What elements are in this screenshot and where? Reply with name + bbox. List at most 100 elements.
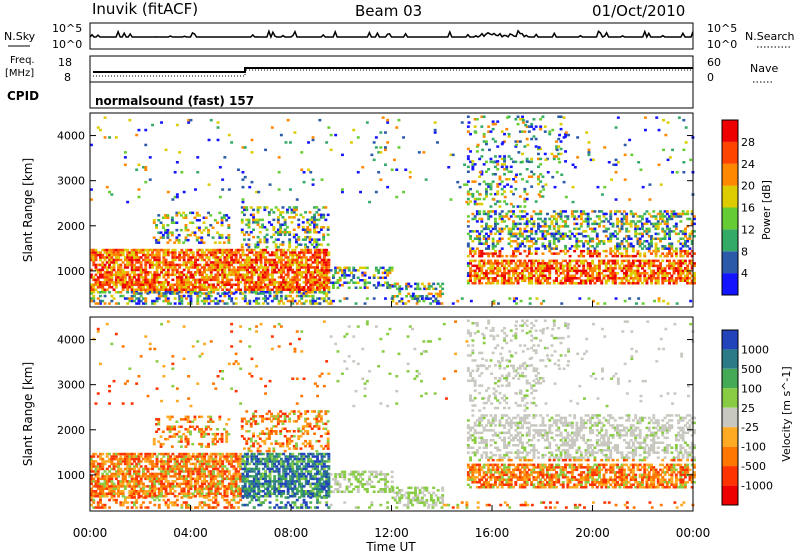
heatmap-cell [302, 286, 306, 289]
heatmap-cell [316, 278, 319, 282]
heatmap-cell [641, 185, 645, 189]
heatmap-cell [638, 274, 642, 277]
heatmap-cell [325, 263, 329, 267]
heatmap-cell [281, 223, 285, 226]
heatmap-cell [155, 462, 159, 466]
heatmap-cell [94, 256, 98, 259]
heatmap-cell [151, 485, 154, 488]
heatmap-cell [528, 297, 532, 300]
heatmap-cell [650, 237, 653, 240]
heatmap-cell [485, 242, 488, 245]
heatmap-cell [527, 267, 531, 270]
heatmap-cell [230, 268, 234, 272]
heatmap-cell [672, 264, 676, 268]
heatmap-cell [507, 242, 511, 245]
heatmap-cell [304, 245, 307, 249]
heatmap-cell [494, 155, 497, 158]
heatmap-cell [105, 281, 109, 284]
heatmap-cell [133, 266, 136, 269]
heatmap-cell [654, 227, 658, 231]
heatmap-cell [638, 242, 642, 245]
heatmap-cell [665, 217, 669, 221]
heatmap-cell [178, 263, 182, 267]
heatmap-cell [216, 281, 220, 284]
heatmap-cell [498, 200, 502, 203]
heatmap-cell [184, 226, 188, 229]
heatmap-cell [185, 253, 188, 257]
heatmap-cell [487, 125, 491, 128]
heatmap-cell [133, 455, 136, 458]
heatmap-cell [561, 259, 565, 263]
heatmap-cell [194, 292, 197, 295]
heatmap-cell [186, 233, 190, 237]
heatmap-cell [494, 259, 497, 263]
heatmap-cell [535, 297, 539, 300]
heatmap-cell [130, 283, 134, 286]
heatmap-cell [368, 200, 371, 204]
heatmap-cell [279, 288, 283, 291]
heatmap-cell [532, 274, 536, 277]
heatmap-cell [471, 259, 475, 263]
heatmap-cell [225, 281, 229, 284]
heatmap-cell [393, 282, 397, 286]
heatmap-cell [644, 116, 647, 119]
heatmap-cell [110, 495, 114, 498]
heatmap-cell [160, 485, 163, 488]
heatmap-cell [625, 264, 629, 268]
heatmap-cell [153, 452, 157, 456]
heatmap-cell [568, 259, 572, 263]
heatmap-cell [652, 259, 656, 263]
nsky-line [89, 29, 694, 40]
heatmap-cell [584, 269, 588, 273]
heatmap-cell [550, 152, 554, 156]
heatmap-cell [557, 232, 561, 236]
heatmap-cell [108, 263, 111, 267]
heatmap-cell [110, 248, 114, 252]
heatmap-cell [530, 230, 534, 233]
heatmap-cell [282, 286, 286, 289]
heatmap-cell [670, 254, 674, 258]
heatmap-cell [475, 212, 479, 216]
heatmap-cell [379, 151, 383, 154]
heatmap-cell [300, 271, 304, 274]
heatmap-cell [686, 267, 690, 270]
heatmap-cell [182, 283, 186, 286]
heatmap-cell [595, 267, 599, 270]
heatmap-cell [207, 258, 211, 262]
heatmap-cell [548, 274, 552, 277]
heatmap-cell [478, 259, 482, 263]
heatmap-cell [137, 195, 141, 199]
heatmap-cell [155, 261, 159, 264]
heatmap-cell [207, 286, 211, 289]
heatmap-cell [623, 143, 627, 147]
heatmap-cell [189, 291, 193, 294]
heatmap-cell [207, 251, 211, 254]
heatmap-cell [279, 291, 283, 294]
heatmap-cell [200, 258, 204, 262]
heatmap-cell [586, 212, 590, 216]
heatmap-cell [270, 278, 274, 282]
heatmap-cell [503, 215, 506, 218]
power-y-label: Slant Range [km] [21, 158, 35, 262]
heatmap-cell [523, 274, 527, 277]
heatmap-cell [200, 253, 204, 257]
heatmap-cell [494, 220, 497, 223]
heatmap-cell [537, 282, 540, 285]
heatmap-cell [191, 261, 195, 264]
heatmap-cell [627, 279, 631, 282]
heatmap-cell [173, 302, 177, 305]
heatmap-cell [230, 261, 234, 264]
heatmap-cell [537, 277, 540, 280]
heatmap-cell [677, 264, 681, 268]
heatmap-cell [559, 262, 563, 265]
heatmap-cell [90, 297, 93, 300]
heatmap-cell [105, 248, 109, 252]
heatmap-cell [475, 274, 479, 277]
heatmap-cell [155, 251, 159, 254]
heatmap-cell [613, 247, 617, 250]
heatmap-cell [205, 294, 209, 298]
heatmap-cell [650, 215, 653, 218]
heatmap-cell [616, 249, 619, 253]
heatmap-cell [300, 288, 304, 291]
heatmap-cell [550, 232, 554, 236]
